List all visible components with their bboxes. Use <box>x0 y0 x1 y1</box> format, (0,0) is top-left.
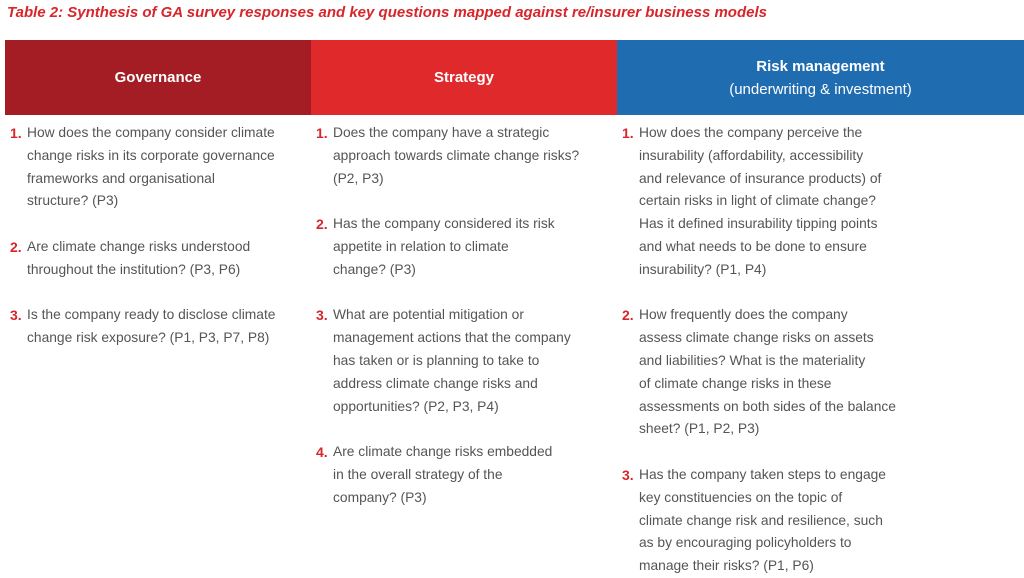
question: 3. What are potential mitigation or manage… <box>316 304 614 418</box>
question-number: 2. <box>316 216 328 233</box>
question-text: Are climate change risks embedded <box>333 444 553 460</box>
question-text: Has it defined insurability tipping poin… <box>639 216 878 232</box>
question: 2. How frequently does the company assess … <box>622 304 1021 441</box>
question-text: key constituencies on the topic of <box>639 489 843 505</box>
question-number: 1. <box>10 125 22 141</box>
question-text: as by encouraging policyholders to <box>639 535 852 551</box>
question-number: 4. <box>316 444 328 461</box>
question-text: change risks in its corporate governance <box>27 147 275 163</box>
question-text: and liabilities? What is the materiality <box>639 352 866 368</box>
question-text: insurability? (P1, P4) <box>639 261 767 277</box>
question: 4. Are climate change risks embedded in th… <box>316 441 614 509</box>
question-number: 2. <box>622 307 634 324</box>
question-number: 3. <box>622 466 634 483</box>
column: 1. How does the company perceive the insur… <box>622 122 1021 578</box>
question-text: change risk exposure? (P1, P3, P7, P8) <box>27 330 270 346</box>
header-line: Strategy <box>433 69 495 86</box>
question-text: has taken or is planning to take to <box>333 352 540 368</box>
question-text: of climate change risks in these <box>639 375 832 391</box>
question-number: 3. <box>10 307 22 324</box>
question-text: change? (P3) <box>333 261 416 277</box>
question-text: address climate change risks and <box>333 375 538 391</box>
question-text: throughout the institution? (P3, P6) <box>27 261 241 277</box>
question-text: sheet? (P1, P2, P3) <box>639 421 760 437</box>
question-text: What are potential mitigation or <box>333 307 524 323</box>
question-text: insurability (affordability, accessibili… <box>639 147 864 163</box>
question: 3. Is the company ready to disclose clima… <box>10 304 308 350</box>
header-line: Risk management <box>756 57 885 75</box>
question-text: Has the company taken steps to engage <box>639 466 886 482</box>
question: 3. Has the company taken steps to engage k… <box>622 464 1021 578</box>
question-text: Are climate change risks understood <box>27 238 251 254</box>
question-number: 1. <box>622 125 634 141</box>
column-header: Governance <box>5 40 311 115</box>
question-number: 3. <box>316 307 328 324</box>
question: 2. Has the company considered its risk app… <box>316 213 614 281</box>
question-number: 2. <box>10 238 22 255</box>
question: 2. Are climate change risks understood thr… <box>10 236 308 282</box>
question-text: approach towards climate change risks? <box>333 147 580 163</box>
column: 1. How does the company consider climate c… <box>10 122 308 373</box>
question-text: company? (P3) <box>333 489 427 505</box>
question-text: and relevance of insurance products) of <box>639 170 882 186</box>
question-text: climate change risk and resilience, such <box>639 512 883 528</box>
question: 1. Does the company have a strategic appro… <box>316 122 614 190</box>
table-title: Table 2: Synthesis of GA survey response… <box>7 4 767 21</box>
column: 1. Does the company have a strategic appro… <box>316 122 614 532</box>
header-line: (underwriting & investment) <box>729 80 912 98</box>
question-text: appetite in relation to climate <box>333 238 509 254</box>
question-text: manage their risks? (P1, P6) <box>639 558 814 574</box>
header-line: Governance <box>114 69 202 86</box>
question-number: 1. <box>316 125 328 141</box>
question-text: in the overall strategy of the <box>333 466 503 482</box>
question-text: opportunities? (P2, P3, P4) <box>333 398 499 414</box>
question-text: and what needs to be done to ensure <box>639 238 867 254</box>
question-text: Is the company ready to disclose climate <box>27 307 276 323</box>
question-text: assessments on both sides of the balance <box>639 398 896 414</box>
question-text: How frequently does the company <box>639 307 848 323</box>
question-text: (P2, P3) <box>333 170 384 186</box>
question-text: frameworks and organisational <box>27 170 215 186</box>
question-text: assess climate change risks on assets <box>639 330 874 346</box>
question-text: How does the company consider climate <box>27 125 275 140</box>
question-text: Does the company have a strategic <box>333 125 550 140</box>
column-header: Risk management (underwriting & investmen… <box>617 40 1024 115</box>
column-header: Strategy <box>311 40 617 115</box>
question-text: structure? (P3) <box>27 193 119 209</box>
question-text: management actions that the company <box>333 330 571 346</box>
question-text: certain risks in light of climate change… <box>639 193 876 209</box>
question: 1. How does the company perceive the insur… <box>622 122 1021 282</box>
question: 1. How does the company consider climate c… <box>10 122 308 213</box>
question-text: How does the company perceive the <box>639 125 863 140</box>
question-text: Has the company considered its risk <box>333 216 555 232</box>
